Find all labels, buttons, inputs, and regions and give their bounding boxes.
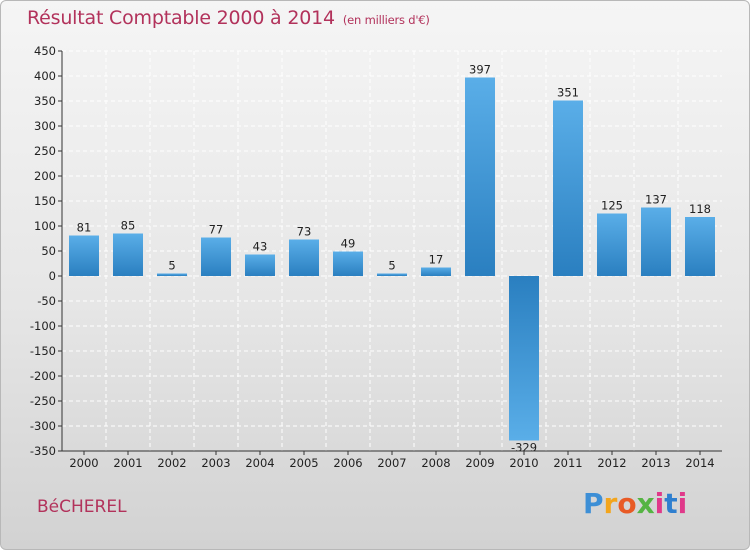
bar — [333, 251, 363, 276]
proxiti-logo: Proxiti — [583, 487, 687, 520]
y-tick-label: 250 — [34, 144, 56, 158]
bar-value-label: 43 — [253, 240, 268, 254]
bar — [69, 235, 99, 276]
x-tick-label: 2003 — [201, 456, 230, 470]
y-tick-label: 450 — [34, 44, 56, 58]
bar-value-label: 85 — [121, 219, 136, 233]
bar-value-label: 81 — [77, 221, 92, 235]
brand-letter: i — [654, 487, 665, 520]
brand-letter: P — [583, 487, 604, 520]
bar — [465, 77, 495, 276]
y-tick-label: 400 — [34, 69, 56, 83]
y-tick-label: -100 — [30, 319, 56, 333]
bar-value-label: 125 — [601, 199, 623, 213]
bar-value-label: 77 — [209, 223, 224, 237]
x-tick-label: 2001 — [113, 456, 142, 470]
y-tick-label: -150 — [30, 344, 56, 358]
x-tick-label: 2009 — [465, 456, 494, 470]
bar-value-label: 137 — [645, 193, 667, 207]
y-tick-label: 100 — [34, 219, 56, 233]
bar-value-label: 351 — [557, 86, 579, 100]
bar-value-label: 5 — [168, 259, 175, 273]
y-tick-label: -300 — [30, 419, 56, 433]
bar — [113, 233, 143, 276]
x-tick-label: 2014 — [685, 456, 714, 470]
bar-value-label: 49 — [341, 237, 356, 251]
x-tick-label: 2004 — [245, 456, 274, 470]
brand-letter: o — [617, 487, 637, 520]
bar — [641, 207, 671, 276]
bar — [509, 276, 539, 441]
brand-letter: t — [664, 487, 678, 520]
bar — [597, 213, 627, 276]
x-tick-label: 2002 — [157, 456, 186, 470]
x-tick-label: 2007 — [377, 456, 406, 470]
bar — [553, 100, 583, 276]
brand-letter: i — [677, 487, 688, 520]
y-tick-label: -200 — [30, 369, 56, 383]
bar — [289, 239, 319, 276]
y-tick-label: 200 — [34, 169, 56, 183]
y-tick-label: 50 — [41, 244, 56, 258]
brand-letter: x — [636, 487, 655, 520]
bar — [157, 273, 187, 276]
brand-letter: r — [603, 487, 618, 520]
x-tick-label: 2005 — [289, 456, 318, 470]
y-tick-label: -350 — [30, 444, 56, 458]
bar-value-label: 397 — [469, 63, 491, 77]
y-tick-label: 350 — [34, 94, 56, 108]
chart-unit: (en milliers d'€) — [342, 13, 430, 27]
bar — [685, 217, 715, 276]
bar — [421, 267, 451, 276]
x-tick-label: 2010 — [509, 456, 538, 470]
bar-value-label: 5 — [388, 259, 395, 273]
grid — [62, 50, 722, 452]
x-tick-label: 2006 — [333, 456, 362, 470]
x-tick-label: 2013 — [641, 456, 670, 470]
chart-title: Résultat Comptable 2000 à 2014 (en millie… — [27, 7, 430, 29]
axes: -350-300-250-200-150-100-500501001502002… — [30, 44, 722, 470]
bar — [377, 273, 407, 276]
y-tick-label: 300 — [34, 119, 56, 133]
commune-name: BéCHEREL — [37, 497, 127, 517]
x-tick-label: 2012 — [597, 456, 626, 470]
x-tick-label: 2011 — [553, 456, 582, 470]
bar-value-label: 17 — [429, 253, 444, 267]
y-tick-label: 0 — [49, 269, 56, 283]
bar — [201, 237, 231, 276]
bar — [245, 254, 275, 276]
x-tick-label: 2000 — [69, 456, 98, 470]
x-tick-label: 2008 — [421, 456, 450, 470]
bar-value-label: 73 — [297, 225, 312, 239]
chart-title-text: Résultat Comptable 2000 à 2014 — [27, 7, 335, 29]
y-tick-label: -250 — [30, 394, 56, 408]
bar-value-label: 118 — [689, 202, 711, 216]
y-tick-label: 150 — [34, 194, 56, 208]
y-tick-label: -50 — [37, 294, 56, 308]
